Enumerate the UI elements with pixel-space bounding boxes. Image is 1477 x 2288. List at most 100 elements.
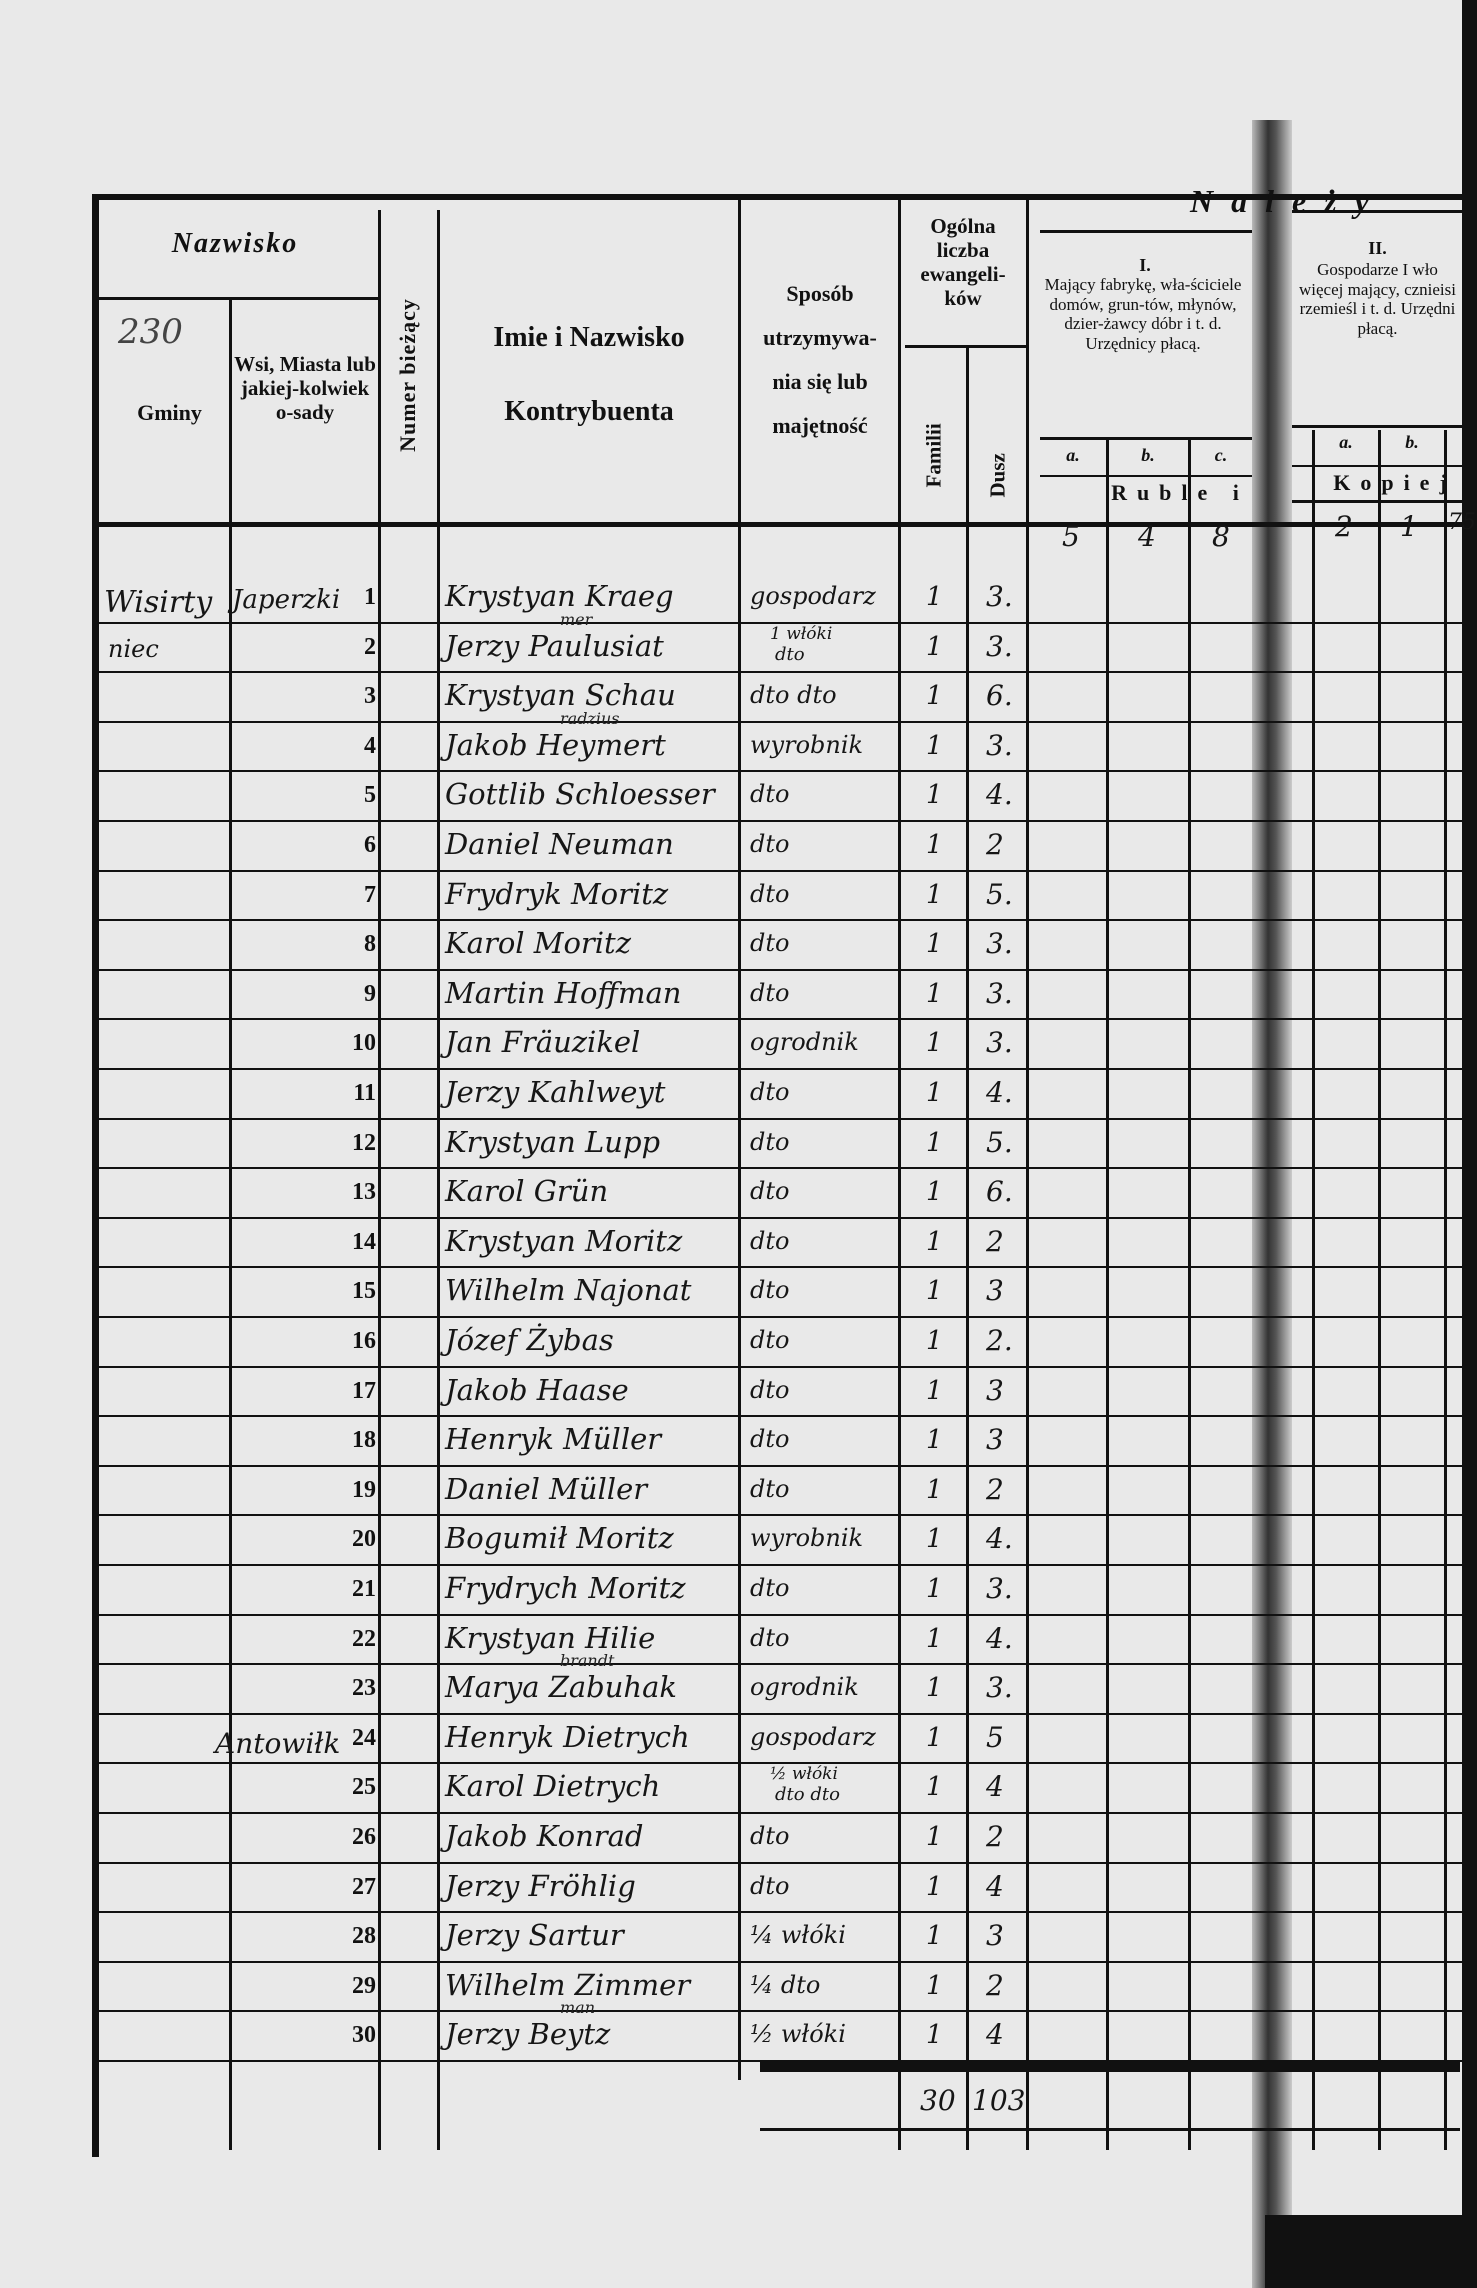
- occupation-cont: dto dto: [775, 1784, 840, 1806]
- contributor-name: Bogumił Moritz: [445, 1521, 674, 1556]
- occupation: dto: [750, 1177, 790, 1206]
- dusz-count: 3.: [986, 927, 1013, 961]
- row-rule: [99, 1812, 1462, 1814]
- familii-count: 1: [926, 1822, 943, 1852]
- header-numer: Numer bieżący: [395, 298, 420, 452]
- dusz-count: 3.: [986, 728, 1013, 762]
- occupation: 1 włóki: [770, 623, 833, 644]
- row-rule: [99, 1167, 1462, 1170]
- occupation: dto: [750, 1226, 790, 1255]
- row-rule: [99, 1117, 1462, 1120]
- header-rule: [1292, 425, 1462, 428]
- cat2-sub-b: b.: [1405, 432, 1419, 452]
- dusz-count: 5: [986, 1720, 1004, 1754]
- name-annotation: man: [560, 1998, 596, 2018]
- contributor-name: Jakob Konrad: [445, 1819, 644, 1853]
- header-bottom-rule: [92, 522, 1462, 527]
- row-number: 29: [352, 1972, 376, 1999]
- header-wsi: Wsi, Miasta lub jakiej-kolwiek o-sady: [234, 352, 376, 425]
- dusz-count: 3.: [986, 976, 1013, 1010]
- village-name: Antowiłk: [215, 1727, 341, 1760]
- name-annotation: brandt: [560, 1651, 615, 1671]
- familii-count: 1: [926, 1028, 943, 1059]
- familii-count: 1: [926, 730, 943, 761]
- familii-count: 1: [926, 1921, 943, 1952]
- header-ruble: Ruble i: [1111, 480, 1249, 505]
- familii-count: 1: [926, 1326, 943, 1356]
- dusz-count: 5.: [986, 1125, 1013, 1159]
- dusz-count: 3: [986, 1919, 1004, 1953]
- contributor-name: Martin Hoffman: [445, 975, 682, 1010]
- occupation: dto dto: [750, 681, 837, 710]
- col-rule: [378, 210, 381, 2150]
- familii-count: 1: [926, 1425, 943, 1456]
- dusz-count: 2: [986, 1968, 1004, 2002]
- table-left-border: [92, 197, 99, 2157]
- occupation: ½ włóki: [750, 2020, 846, 2049]
- row-rule: [99, 671, 1462, 674]
- contributor-name: Jan Fräuzikel: [445, 1025, 641, 1060]
- contributor-name: Henryk Müller: [445, 1422, 662, 1457]
- contributor-name: Karol Moritz: [445, 926, 631, 961]
- header-sposob: Sposób utrzymywa-nia się lub majętność: [763, 281, 877, 438]
- col-rule: [1188, 440, 1191, 2150]
- header-rule: [1292, 210, 1462, 213]
- page-edge-right: [1462, 0, 1477, 2288]
- contributor-name: Krystyan Schau: [445, 678, 676, 713]
- total-dusz: 103: [972, 2084, 1026, 2117]
- occupation: dto: [750, 1375, 790, 1404]
- row-number: 14: [352, 1228, 376, 1255]
- row-rule: [99, 1018, 1462, 1021]
- dusz-count: 3.: [986, 629, 1013, 663]
- row-rule: [99, 1266, 1462, 1269]
- row-rule: [99, 1365, 1462, 1368]
- header-dusz: Dusz: [985, 453, 1010, 498]
- row-rule: [99, 1663, 1462, 1666]
- col-rule: [437, 210, 440, 2150]
- row-rule: [99, 1960, 1462, 1963]
- occupation: ½ włóki: [770, 1764, 838, 1785]
- col-rule: [898, 200, 901, 2150]
- contributor-name: Krystyan Moritz: [445, 1223, 683, 1258]
- col-rule: [1378, 430, 1381, 2150]
- familii-count: 1: [926, 1127, 943, 1158]
- contributor-name: Jerzy Sartur: [445, 1918, 624, 1953]
- header-cat2-text: Gospodarze I wło więcej mający, cznieisi…: [1298, 260, 1456, 338]
- dusz-count: 3.: [986, 580, 1013, 613]
- contributor-name: Jakob Heymert: [445, 727, 666, 762]
- row-number: 5: [364, 782, 376, 809]
- familii-count: 1: [926, 681, 943, 712]
- header-kopiej: Kopiej: [1333, 470, 1457, 495]
- row-rule: [99, 1415, 1462, 1418]
- occupation: dto: [750, 879, 790, 908]
- header-rule: [1292, 465, 1462, 467]
- occupation: wyrobnik: [750, 1524, 864, 1553]
- familii-count: 1: [926, 1970, 943, 2001]
- occupation: dto: [750, 1574, 790, 1602]
- contributor-name: Wilhelm Najonat: [445, 1273, 692, 1308]
- occupation: dto: [750, 780, 790, 809]
- row-rule: [99, 1762, 1462, 1765]
- contributor-name: Krystyan Kraeg: [445, 579, 674, 613]
- name-annotation: mer: [560, 609, 593, 629]
- row-number: 26: [352, 1824, 376, 1850]
- occupation: dto: [750, 1326, 790, 1354]
- row-rule: [99, 1316, 1462, 1318]
- familii-count: 1: [926, 1722, 943, 1753]
- row-number: 12: [352, 1129, 376, 1156]
- rate-cat2-c: 75: [1448, 510, 1476, 535]
- occupation: dto: [750, 1474, 790, 1503]
- row-number: 4: [364, 732, 376, 759]
- row-number: 8: [364, 931, 376, 958]
- contributor-name: Daniel Müller: [445, 1471, 648, 1506]
- row-number: 28: [352, 1923, 376, 1950]
- row-number: 19: [352, 1476, 376, 1503]
- cat1-sub-c: c.: [1214, 445, 1228, 465]
- dusz-count: 3.: [986, 1026, 1013, 1060]
- header-naleznosc: Należy: [1190, 183, 1387, 219]
- occupation: ogrodnik: [750, 1028, 859, 1057]
- dusz-count: 3.: [986, 1572, 1013, 1605]
- col-rule: [229, 300, 232, 2150]
- row-number: 11: [353, 1080, 376, 1106]
- gminy-pencil-note: 230: [118, 312, 183, 352]
